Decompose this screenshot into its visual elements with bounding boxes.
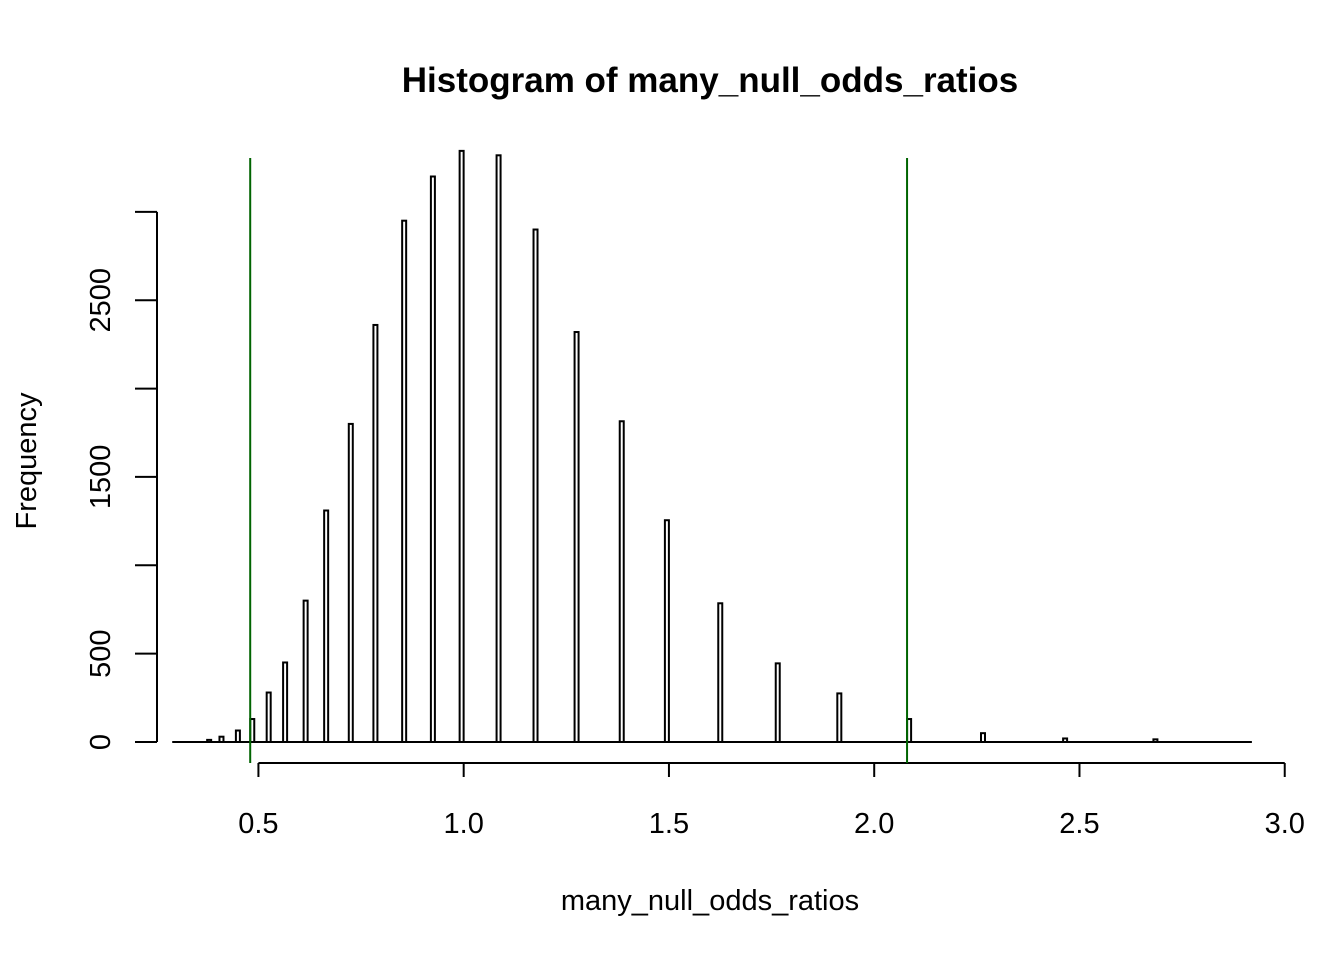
histogram-bar [429,175,436,744]
histogram-bar [717,602,724,743]
y-axis: 0 500 1500 2500 [85,210,158,750]
histogram-bar [282,661,289,743]
histogram-bar [618,420,625,743]
histogram-bar [458,149,465,743]
y-tick-label: 0 [85,734,117,750]
histogram-bar [234,729,241,743]
x-axis-label: many_null_odds_ratios [561,885,859,917]
histogram-bar [663,519,670,743]
y-tick-label: 500 [85,629,117,677]
histogram-bar [532,228,539,743]
histogram-bar [1152,738,1159,743]
histogram-bar [265,691,272,744]
y-tick-label: 1500 [85,445,117,510]
histogram-bar [836,692,843,744]
y-axis-label: Frequency [11,392,43,530]
x-tick-label: 1.0 [444,808,484,840]
histogram-bar [206,738,213,743]
histogram-bars [172,149,1252,744]
x-tick-label: 2.5 [1059,808,1099,840]
histogram-bar [302,599,309,744]
histogram-bar [401,219,408,743]
histogram-bar [774,662,781,744]
histogram-bar [347,422,354,743]
histogram-bar [323,509,330,743]
chart-title: Histogram of many_null_odds_ratios [402,61,1019,100]
histogram-bar [218,735,225,743]
x-tick-label: 2.0 [854,808,894,840]
reference-lines [249,158,909,763]
histogram-bar [980,732,986,744]
histogram-bar [495,154,502,743]
histogram-bar [1062,737,1069,744]
histogram-bar [372,323,379,743]
x-axis: 0.5 1.0 1.5 2.0 2.5 3.0 [238,762,1305,840]
x-tick-label: 3.0 [1265,808,1305,840]
histogram-bar [573,331,580,743]
x-tick-label: 1.5 [649,808,689,840]
y-tick-label: 2500 [85,268,117,333]
x-tick-label: 0.5 [238,808,278,840]
